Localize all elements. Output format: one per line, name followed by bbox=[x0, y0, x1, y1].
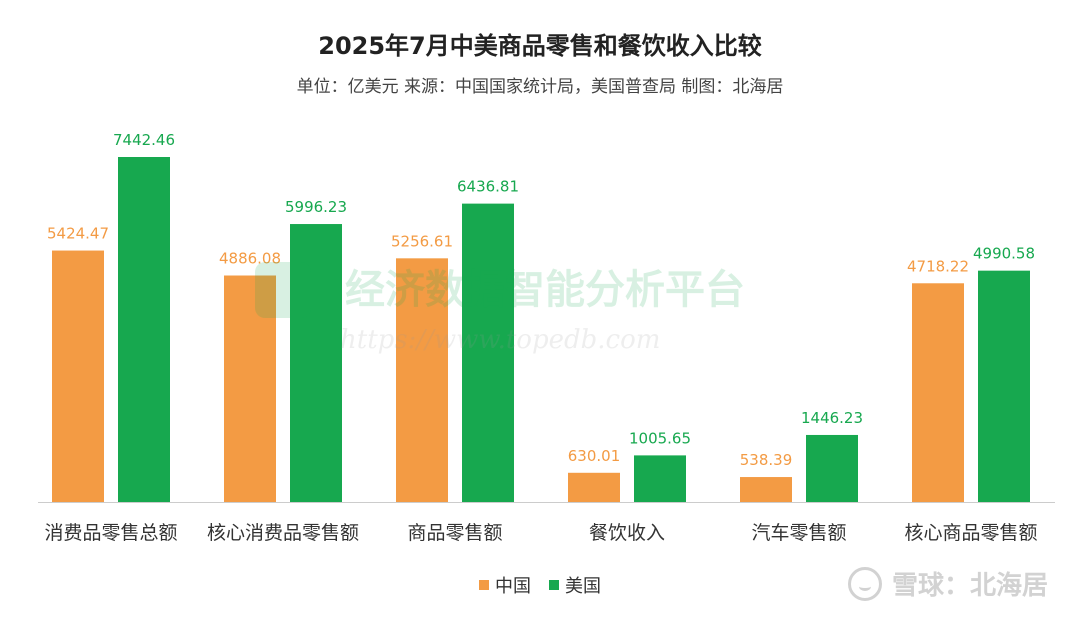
bar-usa-3 bbox=[634, 455, 686, 502]
watermark: 雪球：北海居 bbox=[847, 565, 1048, 602]
bar-china-4 bbox=[740, 477, 792, 502]
category-label-4: 汽车零售额 bbox=[751, 522, 846, 544]
bar-china-0 bbox=[52, 250, 104, 502]
snowball-logo-icon bbox=[847, 566, 882, 601]
value-label-china-2: 5256.61 bbox=[391, 232, 453, 250]
value-label-usa-2: 6436.81 bbox=[457, 178, 519, 196]
legend-swatch-usa bbox=[549, 580, 559, 590]
value-label-china-4: 538.39 bbox=[740, 451, 793, 469]
value-label-china-1: 4886.08 bbox=[219, 250, 281, 268]
bar-usa-0 bbox=[118, 157, 170, 502]
bar-china-5 bbox=[912, 283, 964, 502]
value-label-usa-5: 4990.58 bbox=[973, 245, 1035, 263]
value-label-usa-1: 5996.23 bbox=[285, 198, 347, 216]
bar-china-2 bbox=[396, 258, 448, 502]
category-label-1: 核心消费品零售额 bbox=[207, 522, 359, 544]
overlay-url: https://www.topedb.com bbox=[340, 325, 660, 355]
bar-usa-2 bbox=[462, 203, 514, 502]
category-label-0: 消费品零售总额 bbox=[44, 522, 177, 544]
category-label-5: 核心商品零售额 bbox=[904, 522, 1037, 544]
legend-item-usa: 美国 bbox=[549, 572, 601, 598]
bar-usa-1 bbox=[290, 224, 342, 502]
category-label-2: 商品零售额 bbox=[407, 522, 502, 544]
overlay-text: 经济数据智能分析平台 bbox=[345, 267, 745, 313]
category-label-3: 餐饮收入 bbox=[589, 522, 665, 544]
value-label-usa-0: 7442.46 bbox=[113, 131, 175, 149]
watermark-text: 雪球：北海居 bbox=[891, 571, 1048, 601]
chart-title: 2025年7月中美商品零售和餐饮收入比较 bbox=[318, 32, 762, 60]
bar-china-3 bbox=[568, 472, 620, 502]
legend-item-china: 中国 bbox=[479, 572, 531, 598]
legend-swatch-china bbox=[479, 580, 489, 590]
overlay-logo-icon bbox=[255, 262, 311, 318]
value-label-usa-3: 1005.65 bbox=[629, 429, 691, 447]
value-label-usa-4: 1446.23 bbox=[801, 409, 863, 427]
value-label-china-0: 5424.47 bbox=[47, 225, 109, 243]
value-label-china-3: 630.01 bbox=[568, 447, 621, 465]
value-label-china-5: 4718.22 bbox=[907, 257, 969, 275]
bar-usa-5 bbox=[978, 270, 1030, 502]
chart-subtitle: 单位：亿美元 来源：中国国家统计局，美国普查局 制图：北海居 bbox=[296, 77, 784, 97]
legend-label-usa: 美国 bbox=[565, 576, 601, 597]
bar-china-1 bbox=[224, 275, 276, 502]
bar-usa-4 bbox=[806, 434, 858, 502]
legend: 中国 美国 bbox=[0, 572, 1080, 598]
legend-label-china: 中国 bbox=[495, 576, 531, 597]
